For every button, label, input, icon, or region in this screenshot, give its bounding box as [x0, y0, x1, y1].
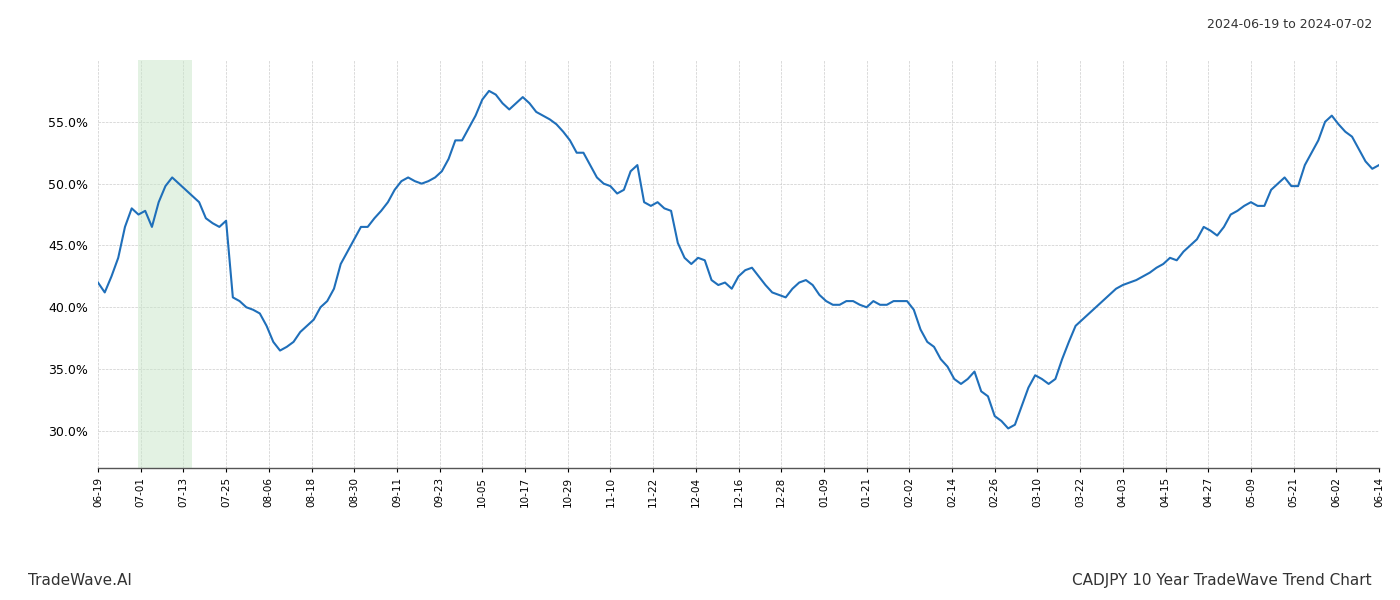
Text: TradeWave.AI: TradeWave.AI — [28, 573, 132, 588]
Text: CADJPY 10 Year TradeWave Trend Chart: CADJPY 10 Year TradeWave Trend Chart — [1072, 573, 1372, 588]
Text: 2024-06-19 to 2024-07-02: 2024-06-19 to 2024-07-02 — [1207, 18, 1372, 31]
Bar — [139, 60, 192, 468]
